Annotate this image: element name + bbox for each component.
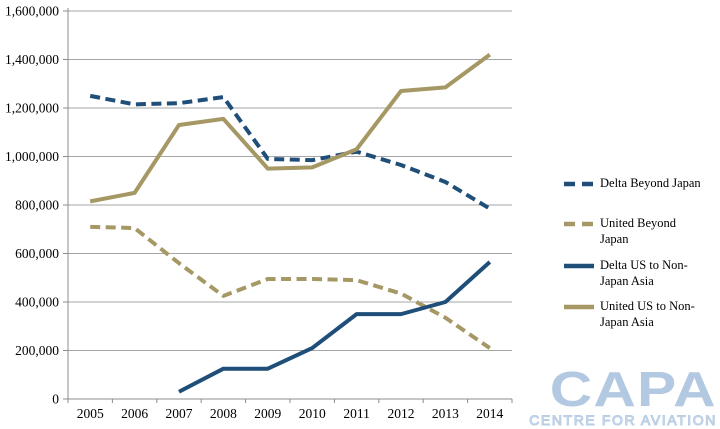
x-axis-label: 2008: [210, 406, 237, 421]
y-axis-label: 400,000: [15, 295, 59, 310]
y-axis-label: 1,400,000: [5, 52, 59, 67]
y-axis-label: 1,000,000: [5, 149, 59, 164]
chart-line-delta-beyond-japan: [89, 93, 491, 211]
y-axis-label: 200,000: [15, 343, 59, 358]
legend-solid-line-swatch: [564, 263, 594, 269]
y-axis-label: 1,200,000: [5, 101, 59, 116]
chart-line-delta-us-to-non-japan-asia: [178, 260, 492, 394]
x-axis-label: 2007: [166, 406, 193, 421]
legend-item-united-beyond-japan: United Beyond Japan: [563, 215, 676, 248]
chart-line-united-beyond-japan: [90, 224, 491, 350]
x-axis-label: 2009: [254, 406, 281, 421]
legend-item-united-us-to-non-japan-asia: United US to Non- Japan Asia: [563, 298, 695, 331]
capa-logo: CAPA CENTRE FOR AVIATION: [529, 366, 717, 428]
chart-legend: Delta Beyond Japan United Beyond Japan Delt…: [563, 0, 720, 429]
x-axis-label: 2012: [388, 406, 415, 421]
x-axis-label: 2013: [432, 406, 459, 421]
x-axis-label: 2011: [343, 406, 370, 421]
y-axis-label: 0: [52, 392, 59, 407]
legend-solid-line-swatch: [564, 304, 594, 310]
legend-item-delta-us-to-non-japan-asia: Delta US to Non- Japan Asia: [563, 257, 688, 290]
capa-logo-text: CAPA: [549, 363, 717, 418]
legend-label: Delta Beyond Japan: [600, 176, 701, 190]
y-axis-label: 1,600,000: [5, 4, 59, 19]
legend-dashed-line-swatch: [564, 181, 594, 187]
legend-label: United US to Non- Japan Asia: [600, 299, 695, 330]
capa-logo-tagline: CENTRE FOR AVIATION: [529, 411, 717, 428]
x-axis-label: 2006: [121, 406, 148, 421]
legend-dashed-line-swatch: [564, 221, 594, 227]
y-axis-label: 600,000: [15, 246, 59, 261]
chart-line-united-us-to-non-japan-asia: [89, 53, 491, 204]
legend-label: Delta US to Non- Japan Asia: [600, 258, 688, 289]
x-axis-label: 2005: [77, 406, 104, 421]
legend-item-delta-beyond-japan: Delta Beyond Japan: [563, 175, 701, 191]
y-axis-label: 800,000: [15, 198, 59, 213]
x-axis-label: 2014: [476, 406, 503, 421]
legend-label: United Beyond Japan: [600, 216, 677, 247]
x-axis-label: 2010: [299, 406, 326, 421]
